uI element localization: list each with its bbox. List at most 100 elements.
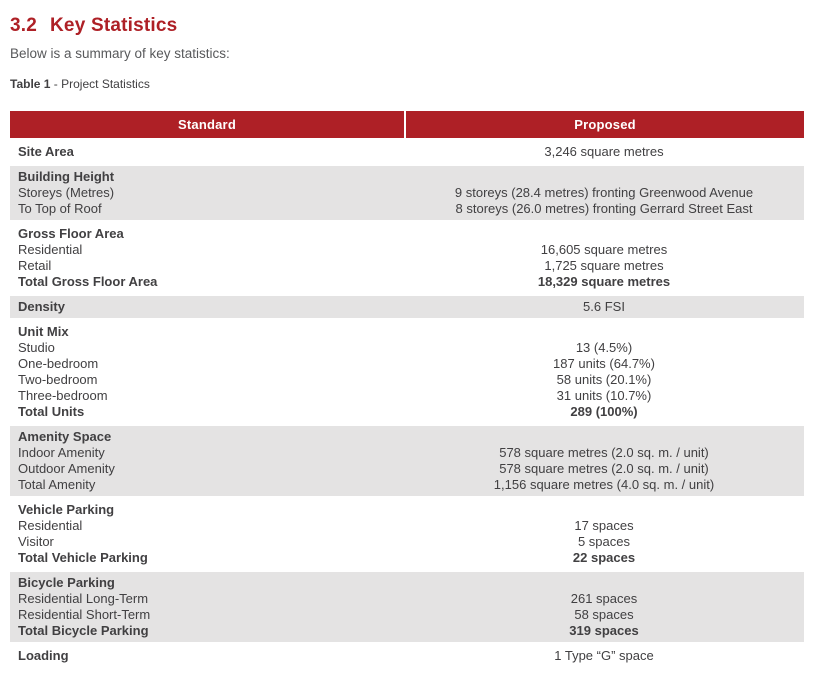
row-label: Vehicle Parking: [18, 502, 115, 517]
row-value: [404, 226, 804, 242]
row-label: Amenity Space: [18, 429, 112, 444]
table-row-line: Storeys (Metres) 9 storeys (28.4 metres) …: [10, 185, 804, 201]
row-label: One-bedroom: [18, 356, 99, 371]
table-row: Bicycle Parking Residential Long-Term 261 …: [10, 572, 804, 642]
row-value: 261 spaces: [570, 591, 638, 606]
table-row: Unit Mix Studio 13 (4.5%) One-bedroom 187 un…: [10, 321, 804, 423]
row-label: Residential Short-Term: [18, 607, 151, 622]
table-row: Loading 1 Type “G” space: [10, 645, 804, 667]
row-value: 17 spaces: [574, 518, 634, 533]
row-label: Two-bedroom: [18, 372, 98, 387]
row-label: Bicycle Parking: [18, 575, 115, 590]
table-row-line: Retail 1,725 square metres: [10, 258, 804, 274]
row-value: 578 square metres (2.0 sq. m. / unit): [499, 445, 709, 460]
table-row-line: Indoor Amenity 578 square metres (2.0 sq.…: [10, 445, 804, 461]
row-value: 319 spaces: [569, 623, 639, 638]
row-label: Studio: [18, 340, 55, 355]
table-row-line: Total Vehicle Parking 22 spaces: [10, 550, 804, 566]
table-row-line: Amenity Space: [10, 429, 804, 445]
table-row-line: Residential 17 spaces: [10, 518, 804, 534]
row-label: To Top of Roof: [18, 201, 102, 216]
table-row: Vehicle Parking Residential 17 spaces Visit…: [10, 499, 804, 569]
column-header-standard: Standard: [10, 111, 404, 138]
row-value: 58 spaces: [574, 607, 634, 622]
row-value: 3,246 square metres: [544, 144, 664, 159]
row-value: [404, 429, 804, 445]
row-label: Unit Mix: [18, 324, 69, 339]
section-title: Key Statistics: [50, 15, 178, 36]
table-row-line: Building Height: [10, 169, 804, 185]
table-row-line: Studio 13 (4.5%): [10, 340, 804, 356]
table-row-line: Gross Floor Area: [10, 226, 804, 242]
table-row-line: Loading 1 Type “G” space: [10, 648, 804, 664]
table-row-line: Total Units 289 (100%): [10, 404, 804, 420]
row-value: 5 spaces: [577, 534, 631, 549]
row-value: 1,156 square metres (4.0 sq. m. / unit): [493, 477, 715, 492]
table-caption-text: - Project Statistics: [50, 77, 150, 91]
row-label: Total Units: [18, 404, 85, 419]
row-label: Outdoor Amenity: [18, 461, 115, 476]
table-row: Gross Floor Area Residential 16,605 square…: [10, 223, 804, 293]
table-row-line: Density 5.6 FSI: [10, 299, 804, 315]
table-header-row: Standard Proposed: [10, 111, 804, 138]
table-row-line: Bicycle Parking: [10, 575, 804, 591]
row-label: Indoor Amenity: [18, 445, 105, 460]
table-row-line: Residential Short-Term 58 spaces: [10, 607, 804, 623]
row-label: Building Height: [18, 169, 115, 184]
table-row-line: Residential Long-Term 261 spaces: [10, 591, 804, 607]
row-value: 289 (100%): [570, 404, 638, 419]
row-value: 16,605 square metres: [540, 242, 668, 257]
table-body: Site Area 3,246 square metres Building Hei…: [10, 141, 804, 667]
row-label: Loading: [18, 648, 69, 663]
row-value: 1 Type “G” space: [554, 648, 654, 663]
table-row-line: To Top of Roof 8 storeys (26.0 metres) fr…: [10, 201, 804, 217]
row-label: Retail: [18, 258, 52, 273]
table-row-line: Two-bedroom 58 units (20.1%): [10, 372, 804, 388]
table-row-line: Site Area 3,246 square metres: [10, 144, 804, 160]
row-label: Total Amenity: [18, 477, 96, 492]
row-label: Density: [18, 299, 65, 314]
row-label: Total Bicycle Parking: [18, 623, 149, 638]
row-label: Total Vehicle Parking: [18, 550, 148, 565]
row-value: [404, 502, 804, 518]
row-value: 58 units (20.1%): [556, 372, 652, 387]
table-row-line: Vehicle Parking: [10, 502, 804, 518]
table-row: Amenity Space Indoor Amenity 578 square me…: [10, 426, 804, 496]
row-label: Total Gross Floor Area: [18, 274, 158, 289]
table-row-line: Visitor 5 spaces: [10, 534, 804, 550]
table-row-line: Total Amenity 1,156 square metres (4.0 sq…: [10, 477, 804, 493]
page-subtitle: Below is a summary of key statistics:: [10, 46, 230, 61]
row-label: Three-bedroom: [18, 388, 108, 403]
row-value: 187 units (64.7%): [553, 356, 655, 371]
table-row: Building Height Storeys (Metres) 9 storeys…: [10, 166, 804, 220]
table-row-line: Residential 16,605 square metres: [10, 242, 804, 258]
row-value: 1,725 square metres: [544, 258, 664, 273]
row-label: Residential Long-Term: [18, 591, 149, 606]
row-value: 9 storeys (28.4 metres) fronting Greenwo…: [454, 185, 754, 200]
row-value: 18,329 square metres: [537, 274, 671, 289]
table-caption: Table 1 - Project Statistics: [10, 77, 832, 91]
row-label: Storeys (Metres): [18, 185, 115, 200]
column-header-proposed: Proposed: [406, 111, 804, 138]
table-row: Site Area 3,246 square metres: [10, 141, 804, 163]
table-caption-label: Table 1: [10, 77, 51, 91]
row-label: Residential: [18, 242, 83, 257]
row-value: 13 (4.5%): [575, 340, 633, 355]
page-title: 3.2 Key Statistics: [10, 15, 832, 37]
row-value: [404, 169, 804, 185]
table-row-line: Total Bicycle Parking 319 spaces: [10, 623, 804, 639]
row-label: Gross Floor Area: [18, 226, 124, 241]
table-row-line: Total Gross Floor Area 18,329 square metr…: [10, 274, 804, 290]
row-label: Site Area: [18, 144, 74, 159]
table-row-line: Outdoor Amenity 578 square metres (2.0 sq…: [10, 461, 804, 477]
row-value: 578 square metres (2.0 sq. m. / unit): [499, 461, 709, 476]
section-number: 3.2: [10, 15, 38, 36]
row-label: Residential: [18, 518, 83, 533]
row-label: Visitor: [18, 534, 54, 549]
table-row-line: Three-bedroom 31 units (10.7%): [10, 388, 804, 404]
row-value: [404, 575, 804, 591]
row-value: [404, 324, 804, 340]
table-row-line: Unit Mix: [10, 324, 804, 340]
row-value: 5.6 FSI: [583, 299, 625, 314]
